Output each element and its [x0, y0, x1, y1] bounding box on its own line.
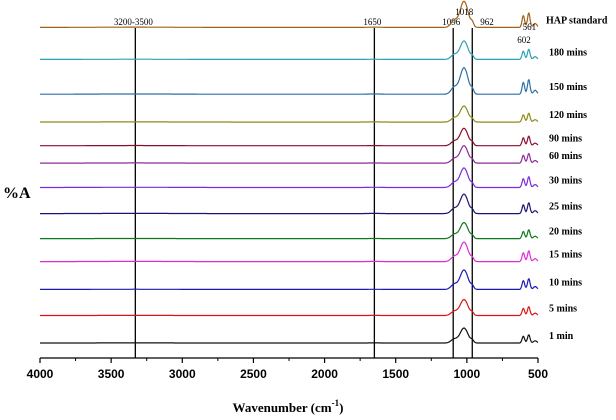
x-tick-label: 2000 [311, 367, 338, 381]
peak-annotations: 1018 602 561 [455, 7, 536, 45]
series-label: 25 mins [549, 202, 582, 213]
x-tick-label: 4000 [27, 367, 54, 381]
reference-line-label: 962 [480, 17, 494, 27]
x-axis-title-superscript: -1 [332, 398, 340, 408]
series-line [40, 193, 539, 215]
series-label: 20 mins [549, 227, 582, 238]
series-label: 15 mins [549, 250, 582, 261]
x-axis-title-close: ) [339, 400, 343, 415]
series-label: 120 mins [549, 110, 587, 121]
spectra-series [39, 0, 539, 344]
series-label: 1 min [549, 331, 574, 342]
series-label: 90 mins [549, 134, 582, 145]
x-tick-label: 3000 [169, 367, 196, 381]
series-line [40, 167, 539, 189]
x-axis-title-main: Wavenumber (cm [233, 400, 332, 415]
series-label: 30 mins [549, 175, 582, 186]
y-axis-title: %A [3, 185, 31, 202]
x-axis: 4000 3500 3000 2500 2000 1500 1000 500 [27, 357, 548, 381]
series-line [40, 145, 539, 164]
series-label: 10 mins [549, 277, 582, 288]
series-line [40, 40, 539, 60]
series-label: 180 mins [549, 47, 587, 58]
series-line [40, 298, 539, 317]
peak-annotation: 602 [517, 35, 531, 45]
x-tick-label: 500 [528, 367, 548, 381]
series-line [40, 269, 539, 290]
x-axis-title: Wavenumber (cm-1) [233, 398, 344, 415]
x-tick-label: 2500 [240, 367, 267, 381]
series-line [40, 0, 539, 28]
series-line [40, 67, 539, 95]
series-line [40, 221, 539, 240]
series-line [40, 241, 539, 263]
series-label: 5 mins [549, 304, 577, 315]
series-label: HAP standard [546, 15, 608, 26]
reference-line-label: 3200-3500 [114, 17, 153, 27]
series-line [39, 105, 539, 123]
reference-line-label: 1650 [363, 17, 382, 27]
series-line [40, 327, 539, 344]
x-tick-label: 1500 [382, 367, 409, 381]
x-tick-label: 3500 [98, 367, 125, 381]
x-tick-label: 1000 [454, 367, 481, 381]
peak-annotation: 1018 [455, 7, 474, 17]
series-label: 150 mins [549, 82, 587, 93]
peak-annotation: 561 [523, 22, 537, 32]
series-label: 60 mins [549, 151, 582, 162]
series-labels: HAP standard 180 mins 150 mins 120 mins 90 m… [546, 15, 608, 342]
series-line [40, 127, 539, 147]
